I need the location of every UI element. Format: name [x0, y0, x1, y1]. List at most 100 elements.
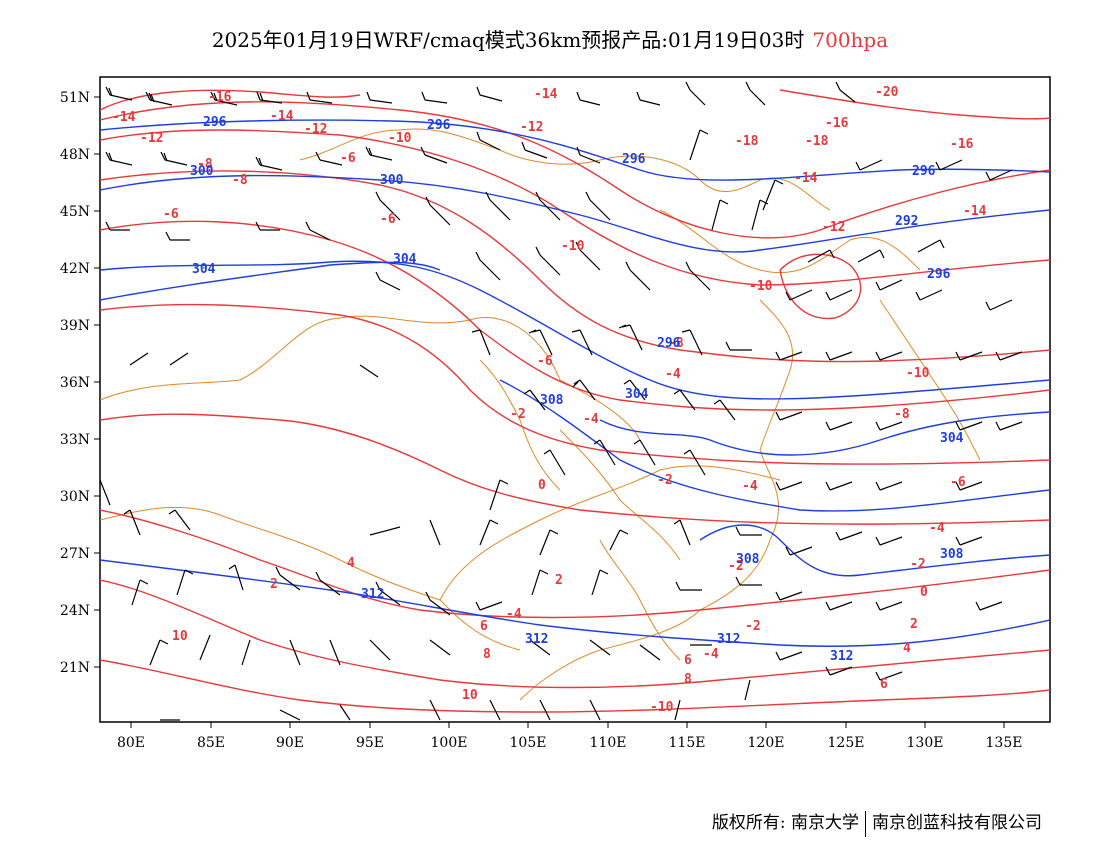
temp-label: -14: [534, 87, 558, 102]
lat-label: 48N: [60, 147, 90, 163]
lon-label: 120E: [748, 735, 785, 751]
height-label: 304: [393, 252, 417, 267]
temp-label: -4: [703, 647, 719, 662]
temp-label: 4: [347, 556, 355, 571]
temp-label: 8: [684, 672, 692, 687]
height-label: 312: [525, 632, 548, 647]
temp-label: -2: [745, 619, 761, 634]
temp-label: -16: [208, 90, 232, 105]
temp-label: -8: [894, 407, 910, 422]
lat-label: 42N: [60, 261, 90, 277]
height-labels: 296 296 296 296 300 300 296 292 304 304 …: [190, 115, 964, 664]
height-label: 304: [625, 387, 649, 402]
temp-label: -12: [304, 122, 327, 137]
footer-divider: [865, 811, 866, 837]
copyright-text: 版权所有: 南京大学: [712, 813, 859, 833]
temp-label: 4: [903, 641, 911, 656]
height-label: 296: [912, 164, 936, 179]
height-label: 304: [940, 431, 964, 446]
country-borders: [100, 129, 980, 700]
height-label: 312: [717, 632, 740, 647]
temp-label: -6: [340, 151, 356, 166]
temp-label: -12: [520, 120, 543, 135]
temp-label: -14: [963, 204, 987, 219]
temp-label: -20: [875, 85, 899, 100]
temp-label: -2: [910, 557, 926, 572]
temp-label: -14: [794, 171, 818, 186]
copyright-footer: 版权所有: 南京大学 南京创蓝科技有限公司: [712, 808, 1042, 837]
temp-label: -4: [929, 521, 945, 536]
height-label: 312: [830, 649, 853, 664]
lon-label: 110E: [590, 735, 627, 751]
temp-label: 6: [880, 677, 888, 692]
lon-label: 85E: [197, 735, 225, 751]
temp-label: -4: [506, 607, 522, 622]
temp-label: -6: [950, 475, 966, 490]
lon-label: 90E: [276, 735, 304, 751]
temp-label: -14: [112, 110, 136, 125]
temp-label: 2: [270, 577, 278, 592]
lat-label: 24N: [60, 603, 90, 619]
height-label: 296: [622, 152, 646, 167]
temp-label: -2: [657, 473, 673, 488]
temp-label: -10: [650, 700, 674, 715]
temp-label: 6: [684, 653, 692, 668]
temp-label: 0: [538, 478, 546, 493]
height-label: 308: [736, 552, 760, 567]
temp-label: 2: [555, 573, 563, 588]
lat-label: 30N: [60, 489, 90, 505]
lat-label: 27N: [60, 546, 90, 562]
lat-label: 45N: [60, 204, 90, 220]
height-label: 296: [203, 115, 227, 130]
temp-label: -10: [388, 131, 412, 146]
lon-label: 95E: [356, 735, 384, 751]
temp-label: -10: [906, 366, 930, 381]
height-label: 292: [895, 214, 918, 229]
lon-label: 135E: [986, 735, 1023, 751]
temp-label: -6: [163, 207, 179, 222]
axis-ticks: [94, 97, 1004, 728]
temp-label: -16: [825, 116, 849, 131]
temp-label: -12: [140, 131, 163, 146]
temp-label: -4: [583, 412, 599, 427]
lat-label: 39N: [60, 318, 90, 334]
latitude-labels: 51N 48N 45N 42N 39N 36N 33N 30N 27N 24N …: [60, 90, 90, 676]
temp-label: -6: [537, 354, 553, 369]
temp-label: -18: [735, 134, 759, 149]
lat-label: 21N: [60, 660, 90, 676]
temp-label: -2: [510, 407, 526, 422]
temp-label: -10: [749, 279, 773, 294]
temp-label: -6: [380, 212, 396, 227]
lon-label: 125E: [828, 735, 865, 751]
height-label: 300: [380, 173, 404, 188]
lat-label: 36N: [60, 375, 90, 391]
longitude-labels: 80E 85E 90E 95E 100E 105E 110E 115E 120E…: [117, 735, 1023, 751]
temp-label: -12: [822, 220, 845, 235]
temp-label: -4: [742, 479, 758, 494]
height-label: 308: [540, 393, 564, 408]
temp-label: 0: [920, 585, 928, 600]
lat-label: 33N: [60, 432, 90, 448]
height-label: 296: [927, 267, 951, 282]
temp-label: 8: [483, 647, 491, 662]
temp-label: -8: [232, 173, 248, 188]
lon-label: 115E: [669, 735, 706, 751]
temp-label: 6: [480, 619, 488, 634]
lon-label: 100E: [431, 735, 468, 751]
lon-label: 105E: [510, 735, 547, 751]
temp-label: -18: [805, 134, 829, 149]
height-label: 308: [940, 547, 964, 562]
temp-label: 10: [462, 688, 478, 703]
temp-label: -10: [561, 239, 585, 254]
company-name: 南京创蓝科技有限公司: [872, 813, 1042, 833]
temp-label: -14: [270, 109, 294, 124]
lon-label: 130E: [907, 735, 944, 751]
temp-label: 2: [910, 617, 918, 632]
height-label: 296: [657, 336, 681, 351]
lon-label: 80E: [117, 735, 145, 751]
temp-label: 10: [172, 629, 188, 644]
temp-label: -16: [950, 137, 974, 152]
height-label: 296: [427, 118, 451, 133]
height-label: 300: [190, 164, 214, 179]
